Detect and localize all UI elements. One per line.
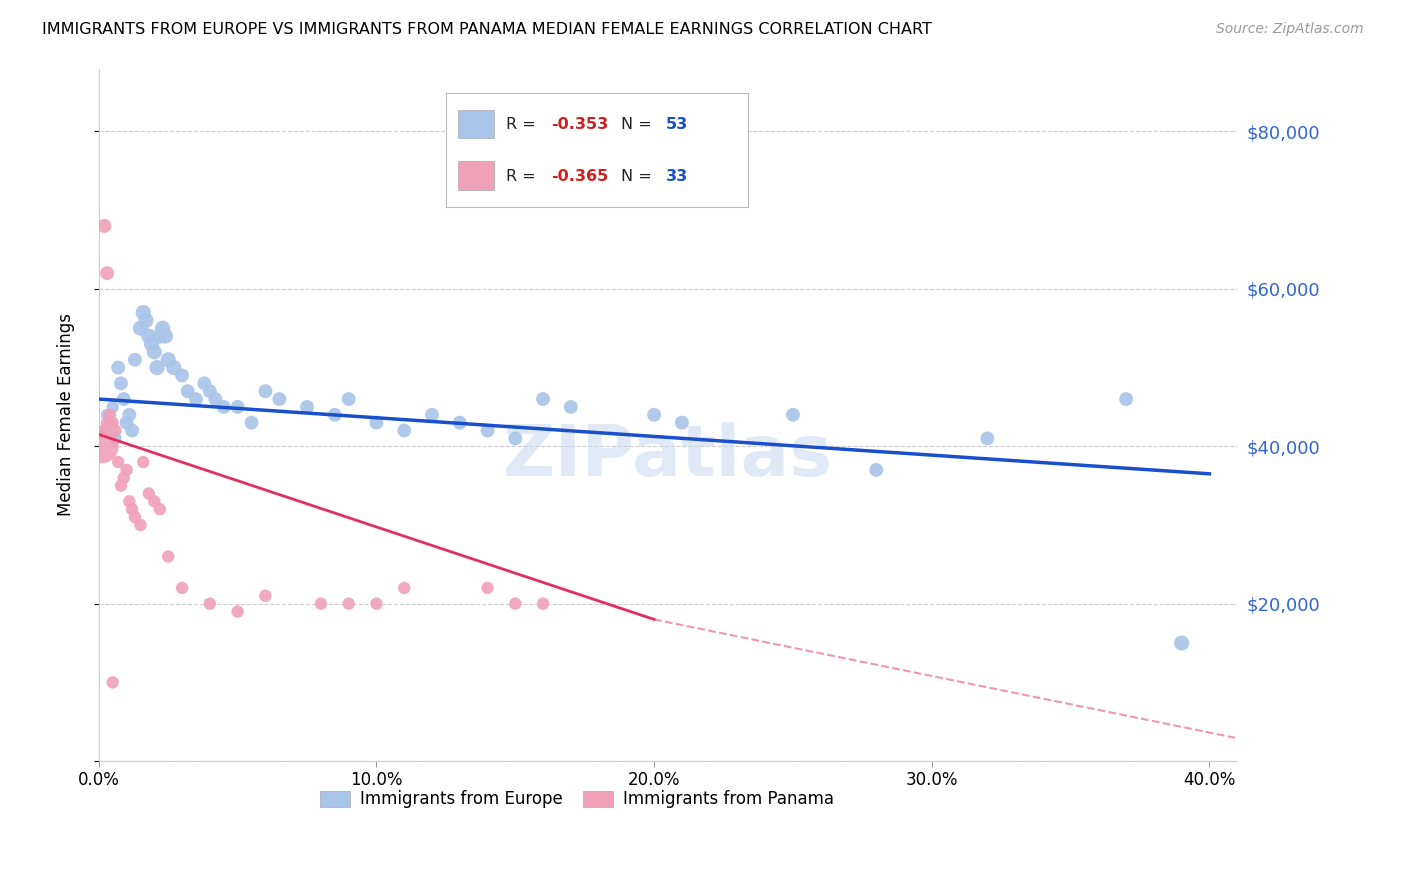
Point [449, 416, 471, 430]
Point [477, 424, 499, 438]
Point [121, 424, 143, 438]
Point [176, 384, 198, 399]
Point [124, 510, 146, 524]
Point [129, 518, 152, 533]
Point [671, 416, 693, 430]
Point [115, 416, 138, 430]
Y-axis label: Median Female Earnings: Median Female Earnings [58, 313, 75, 516]
Point [643, 408, 665, 422]
Point [143, 344, 166, 359]
Point [101, 400, 124, 414]
Point [172, 368, 194, 383]
Point [121, 502, 143, 516]
Point [477, 581, 499, 595]
Point [96, 408, 118, 422]
Point [976, 431, 998, 445]
Point [141, 337, 163, 351]
Point [149, 502, 172, 516]
Point [101, 675, 124, 690]
Point [204, 392, 226, 406]
Point [323, 408, 346, 422]
Point [104, 424, 127, 438]
Point [132, 305, 155, 319]
Point [560, 400, 582, 414]
Point [112, 392, 135, 406]
Point [782, 408, 804, 422]
Point [157, 352, 180, 367]
Point [226, 605, 249, 619]
Point [152, 321, 174, 335]
Point [132, 455, 155, 469]
Point [104, 431, 127, 445]
Point [212, 400, 235, 414]
Point [146, 360, 169, 375]
Point [138, 329, 160, 343]
Point [112, 471, 135, 485]
Point [531, 597, 554, 611]
Point [93, 424, 115, 438]
Point [110, 376, 132, 391]
Point [124, 352, 146, 367]
Point [163, 360, 186, 375]
Point [149, 329, 172, 343]
Point [226, 400, 249, 414]
Point [101, 416, 124, 430]
Text: ZIPatlas: ZIPatlas [503, 422, 834, 491]
Point [337, 597, 360, 611]
Point [138, 486, 160, 500]
Point [254, 384, 277, 399]
Point [240, 416, 263, 430]
Point [98, 416, 121, 430]
Legend: Immigrants from Europe, Immigrants from Panama: Immigrants from Europe, Immigrants from … [314, 784, 841, 815]
Point [366, 597, 388, 611]
Point [366, 416, 388, 430]
Point [865, 463, 887, 477]
Point [503, 597, 526, 611]
Point [96, 416, 118, 430]
Point [394, 424, 416, 438]
Text: Source: ZipAtlas.com: Source: ZipAtlas.com [1216, 22, 1364, 37]
Point [184, 392, 207, 406]
Point [143, 494, 166, 508]
Text: IMMIGRANTS FROM EUROPE VS IMMIGRANTS FROM PANAMA MEDIAN FEMALE EARNINGS CORRELAT: IMMIGRANTS FROM EUROPE VS IMMIGRANTS FRO… [42, 22, 932, 37]
Point [531, 392, 554, 406]
Point [337, 392, 360, 406]
Point [107, 455, 129, 469]
Point [172, 581, 194, 595]
Point [394, 581, 416, 595]
Point [269, 392, 291, 406]
Point [118, 408, 141, 422]
Point [198, 597, 221, 611]
Point [1170, 636, 1192, 650]
Point [98, 408, 121, 422]
Point [193, 376, 215, 391]
Point [129, 321, 152, 335]
Point [198, 384, 221, 399]
Point [110, 478, 132, 492]
Point [118, 494, 141, 508]
Point [115, 463, 138, 477]
Point [155, 329, 177, 343]
Point [503, 431, 526, 445]
Point [309, 597, 332, 611]
Point [90, 439, 112, 453]
Point [295, 400, 318, 414]
Point [420, 408, 443, 422]
Point [254, 589, 277, 603]
Point [135, 313, 157, 327]
Point [107, 360, 129, 375]
Point [96, 266, 118, 280]
Point [93, 219, 115, 233]
Point [1115, 392, 1137, 406]
Point [93, 424, 115, 438]
Point [157, 549, 180, 564]
